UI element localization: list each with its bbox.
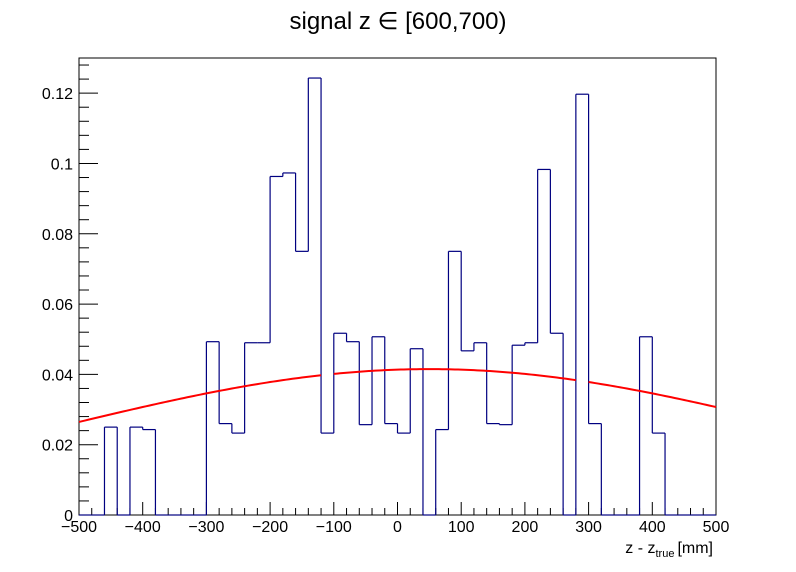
x-tick-label: −100	[316, 519, 352, 536]
x-tick-label: 200	[512, 519, 539, 536]
x-axis-label-main: z - z	[625, 540, 655, 557]
x-tick-label: 500	[703, 519, 730, 536]
axes: −500 −400 −300 −200 −100 0 100 200 300 400 500 0 0.0…	[42, 57, 730, 536]
x-axis-label: z - ztrue [mm]	[625, 540, 713, 560]
x-tick-label: −500	[61, 519, 97, 536]
x-axis-label-subscript: true	[655, 548, 674, 560]
y-tick-label: 0.1	[51, 156, 73, 173]
y-tick-label: 0.04	[42, 367, 73, 384]
fit-curve	[78, 374, 322, 423]
x-tick-label: −300	[188, 519, 224, 536]
y-tick-label: 0	[64, 508, 73, 525]
x-tick-label: 0	[393, 519, 402, 536]
fit-curve	[588, 381, 717, 409]
x-tick-label: 100	[448, 519, 475, 536]
fit-curve	[333, 368, 576, 382]
fit-curve-series	[78, 368, 717, 423]
histogram-series	[79, 77, 716, 516]
x-tick-label: 300	[575, 519, 602, 536]
y-tick-label: 0.08	[42, 227, 73, 244]
y-tick-label: 0.06	[42, 297, 73, 314]
x-axis-label-unit: [mm]	[677, 540, 713, 557]
y-tick-label: 0.12	[42, 86, 73, 103]
plot-frame	[78, 57, 717, 516]
y-tick-label: 0.02	[42, 438, 73, 455]
x-tick-label: −400	[125, 519, 161, 536]
x-tick-label: −200	[252, 519, 288, 536]
chart-title: signal z ∈ [600,700)	[289, 8, 506, 35]
x-tick-label: 400	[639, 519, 666, 536]
